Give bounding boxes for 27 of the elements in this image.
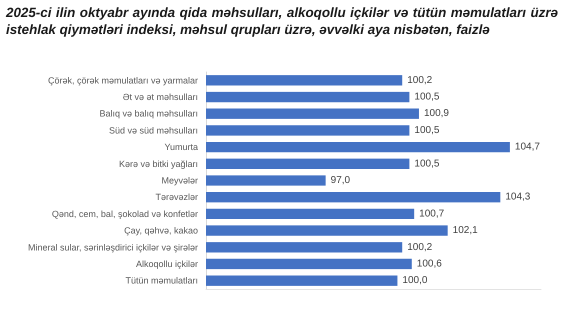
data-label: 100,2 (407, 242, 433, 253)
data-label: 100,2 (407, 74, 433, 86)
data-label: 97,0 (330, 175, 351, 186)
y-tick-label: Çay, qəhvə, kakao (124, 226, 198, 236)
y-tick-label: Mineral sular, sərinləşdirici içkilər və şirələr (28, 242, 198, 252)
y-tick-label: Balıq və balıq məhsulları (99, 108, 198, 119)
data-label: 100,5 (414, 158, 440, 170)
y-tick-label: Kərə və bitki yağları (118, 158, 198, 169)
y-tick-label: Alkoqollu içkilər (136, 258, 198, 269)
data-label: 100,7 (419, 208, 445, 220)
data-label: 104,7 (514, 142, 540, 153)
y-tick-label: Tərəvəzlər (155, 192, 198, 202)
data-label: 104,3 (505, 192, 531, 203)
data-label: 100,9 (424, 108, 450, 120)
y-tick-label: Çörək, çörək məmulatları və yarmalar (48, 75, 198, 86)
y-tick-label: Tütün məmulatları (125, 276, 198, 286)
data-label: 100,0 (402, 275, 428, 286)
data-label: 100,5 (414, 92, 440, 103)
y-tick-label: Meyvələr (161, 176, 198, 186)
data-label: 102,1 (452, 225, 478, 236)
data-label: 100,5 (414, 124, 440, 136)
chart-title: 2025-ci ilin oktyabr ayında qida məhsulları, alkoqollu içkilər və tütün məmulatları üzrə istehlak qiymətləri indeksi, məhsul qrupları üzrə, əvvəlki aya nisbətən, faizlə (6, 4, 558, 38)
y-tick-label: Ət və ət məhsulları (122, 92, 198, 102)
y-tick-label: Süd və süd məhsulları (108, 125, 198, 136)
data-label: 100,6 (416, 258, 442, 270)
y-tick-label: Yumurta (164, 142, 198, 152)
y-tick-label: Qənd, cem, bal, şokolad və konfetlər (52, 208, 198, 219)
